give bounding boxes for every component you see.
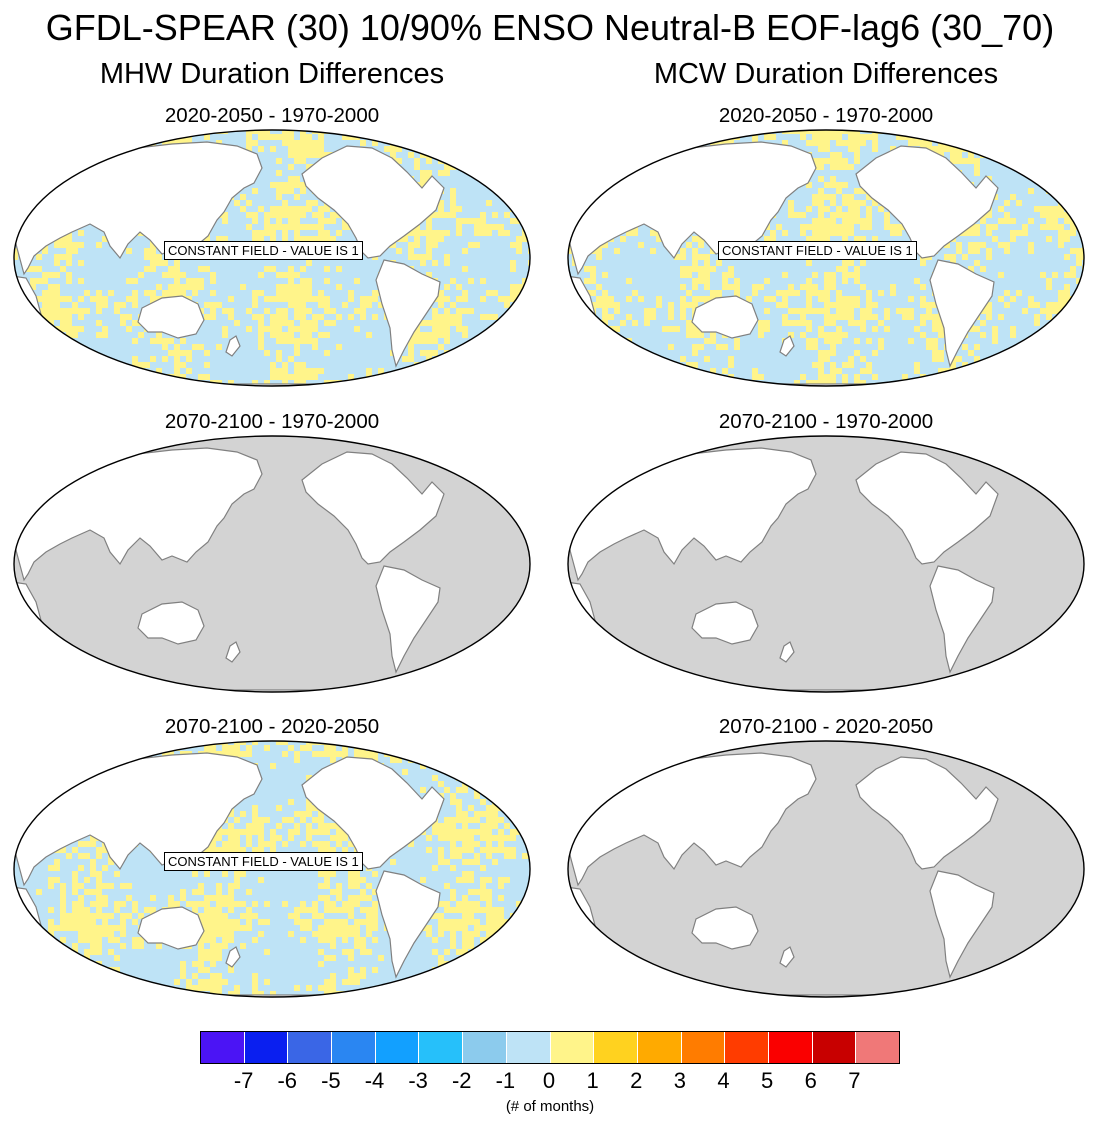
colorbar-box-8 <box>550 1032 595 1063</box>
colorbar-box-4 <box>375 1032 420 1063</box>
map-mhw-2020-2050: CONSTANT FIELD - VALUE IS 1 <box>12 128 532 388</box>
land-north-america <box>855 756 999 870</box>
land-south-america <box>929 870 995 979</box>
land-greenland <box>451 746 505 786</box>
colorbar-tick-label: 6 <box>804 1068 817 1093</box>
colorbar-box-11 <box>681 1032 726 1063</box>
colorbar-box-5 <box>419 1032 464 1063</box>
map-border <box>567 740 1085 998</box>
land-greenland <box>1005 135 1059 175</box>
constant-field-label: CONSTANT FIELD - VALUE IS 1 <box>718 241 917 260</box>
colorbar-tick-label: 1 <box>586 1068 599 1093</box>
colorbar-tick-label: 0 <box>542 1068 556 1093</box>
colorbar-tick-label: -6 <box>277 1068 298 1093</box>
colorbar-tick-label: -5 <box>321 1068 341 1093</box>
map-border <box>13 740 531 998</box>
colorbar-box-14 <box>812 1032 857 1063</box>
colorbar-tick-label: -7 <box>233 1068 254 1093</box>
land-new-zealand <box>225 335 241 357</box>
map-mhw-2070-2100-1970 <box>12 434 532 694</box>
colorbar-box-13 <box>768 1032 813 1063</box>
colorbar-tick-label: 3 <box>673 1068 686 1093</box>
colorbar-box-12 <box>725 1032 769 1063</box>
map-mcw-2070-2100-2020 <box>566 739 1086 999</box>
land-north-america <box>301 756 445 870</box>
land-australia <box>137 906 205 950</box>
constant-field-label: CONSTANT FIELD - VALUE IS 1 <box>164 852 363 871</box>
map-border <box>567 435 1085 693</box>
land-australia <box>691 295 759 339</box>
land-australia <box>691 601 759 645</box>
map-mcw-2020-2050: CONSTANT FIELD - VALUE IS 1 <box>566 128 1086 388</box>
land-new-zealand <box>779 946 795 968</box>
land-australia <box>137 295 205 339</box>
colorbar-tick-label: 5 <box>761 1068 774 1093</box>
colorbar <box>200 1031 900 1064</box>
land-south-america <box>375 870 441 979</box>
land-south-america <box>375 259 441 368</box>
mcw-column-header: MCW Duration Differences <box>653 58 999 90</box>
land-north-america <box>855 145 999 259</box>
land-new-zealand <box>225 946 241 968</box>
panel-title-mcw-2020-2050: 2020-2050 - 1970-2000 <box>718 104 934 127</box>
colorbar-box-1 <box>244 1032 289 1063</box>
mhw-column-header: MHW Duration Differences <box>99 58 445 90</box>
map-border <box>13 435 531 693</box>
colorbar-tick-label: -1 <box>495 1068 516 1093</box>
land-south-america <box>929 565 995 674</box>
panel-title-mhw-2070-2100-1970: 2070-2100 - 1970-2000 <box>164 410 380 433</box>
land-greenland <box>1005 441 1059 481</box>
land-north-america <box>301 145 445 259</box>
colorbar-box-10 <box>637 1032 682 1063</box>
land-australia <box>691 906 759 950</box>
colorbar-tick-label: 7 <box>848 1068 861 1093</box>
colorbar-box-7 <box>506 1032 551 1063</box>
colorbar-tick-label: 2 <box>630 1068 643 1093</box>
map-border <box>567 129 1085 387</box>
colorbar-box-0 <box>201 1032 245 1063</box>
figure-title: GFDL-SPEAR (30) 10/90% ENSO Neutral-B EO… <box>45 7 1055 48</box>
map-mhw-2070-2100-2020: CONSTANT FIELD - VALUE IS 1 <box>12 739 532 999</box>
panel-title-mhw-2070-2100-2020: 2070-2100 - 2020-2050 <box>164 715 380 738</box>
colorbar-box-2 <box>288 1032 333 1063</box>
panel-title-mhw-2020-2050: 2020-2050 - 1970-2000 <box>164 104 380 127</box>
map-border <box>13 129 531 387</box>
land-greenland <box>451 135 505 175</box>
land-new-zealand <box>225 641 241 663</box>
colorbar-box-15 <box>856 1032 899 1063</box>
panel-title-mcw-2070-2100-2020: 2070-2100 - 2020-2050 <box>718 715 934 738</box>
map-svg <box>567 740 1085 998</box>
land-north-america <box>855 451 999 565</box>
map-svg <box>13 435 531 693</box>
colorbar-tick-label: -4 <box>364 1068 385 1093</box>
land-greenland <box>1005 746 1059 786</box>
land-greenland <box>451 441 505 481</box>
colorbar-tick-label: 4 <box>717 1068 730 1093</box>
colorbar-box-9 <box>594 1032 638 1063</box>
land-new-zealand <box>779 641 795 663</box>
panel-title-mcw-2070-2100-1970: 2070-2100 - 1970-2000 <box>718 410 934 433</box>
map-mcw-2070-2100-1970 <box>566 434 1086 694</box>
map-svg <box>567 435 1085 693</box>
constant-field-label: CONSTANT FIELD - VALUE IS 1 <box>164 241 363 260</box>
colorbar-box-6 <box>463 1032 507 1063</box>
land-south-america <box>929 259 995 368</box>
land-australia <box>137 601 205 645</box>
colorbar-units: (# of months) <box>505 1098 595 1115</box>
land-south-america <box>375 565 441 674</box>
land-new-zealand <box>779 335 795 357</box>
land-north-america <box>301 451 445 565</box>
colorbar-tick-label: -2 <box>451 1068 472 1093</box>
colorbar-tick-label: -3 <box>408 1068 428 1093</box>
colorbar-box-3 <box>332 1032 376 1063</box>
